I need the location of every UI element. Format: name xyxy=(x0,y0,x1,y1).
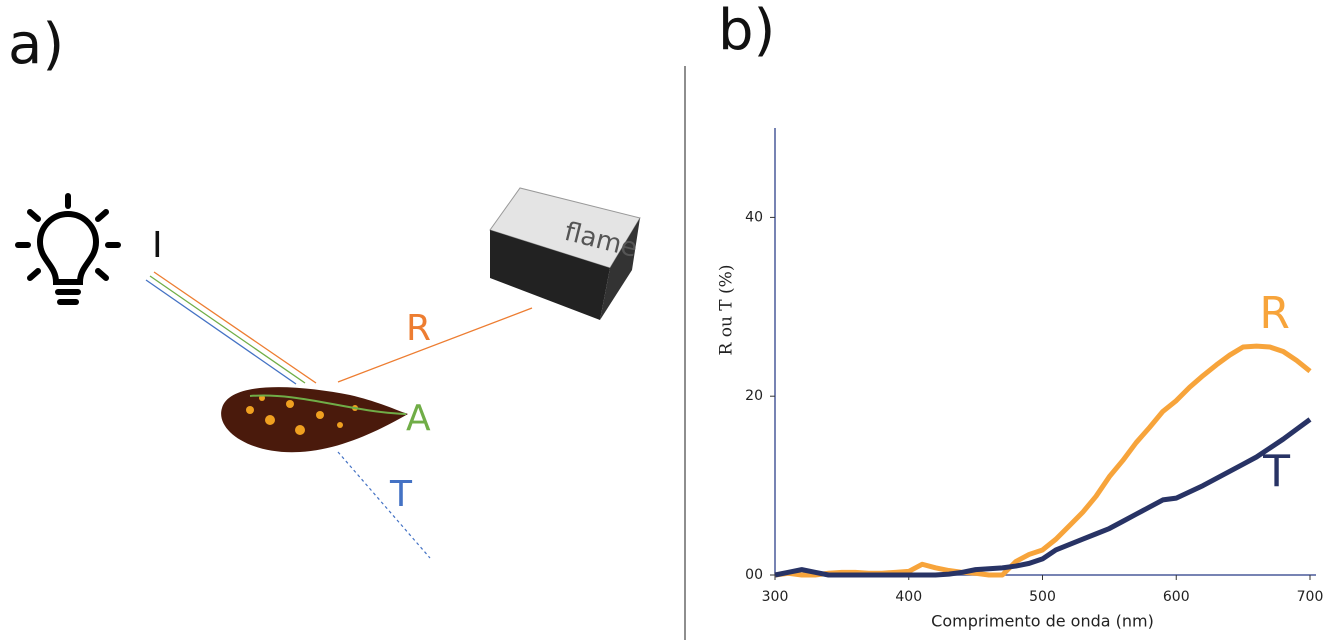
reflected-label: R xyxy=(406,308,431,349)
x-axis-label: Comprimento de onda (nm) xyxy=(931,612,1154,631)
y-tick-label: 00 xyxy=(745,567,763,583)
transmitted-label: T xyxy=(389,474,413,515)
x-tick-label: 600 xyxy=(1163,589,1190,605)
reflected-ray xyxy=(337,307,533,383)
wing xyxy=(221,387,408,453)
series-label: T xyxy=(1262,446,1290,497)
absorbed-label: A xyxy=(406,398,431,439)
incident-label: I xyxy=(152,225,163,266)
y-tick-label: 20 xyxy=(745,388,763,404)
series-label: R xyxy=(1259,288,1290,339)
panel-label: a) xyxy=(8,12,64,77)
x-tick-label: 700 xyxy=(1297,589,1324,605)
series-line xyxy=(774,417,1312,578)
absorbed-path xyxy=(249,394,407,415)
transmitted-ray xyxy=(337,451,431,559)
incident-rays xyxy=(145,271,317,385)
x-tick-label: 500 xyxy=(1029,589,1056,605)
x-tick-label: 300 xyxy=(762,589,789,605)
panel-label: b) xyxy=(718,0,775,63)
x-tick-label: 400 xyxy=(895,589,922,605)
bulb-icon xyxy=(15,193,121,305)
y-tick-label: 40 xyxy=(745,209,763,225)
y-axis-label: R ou T (%) xyxy=(717,265,737,356)
spectrometer: flame xyxy=(489,187,641,320)
